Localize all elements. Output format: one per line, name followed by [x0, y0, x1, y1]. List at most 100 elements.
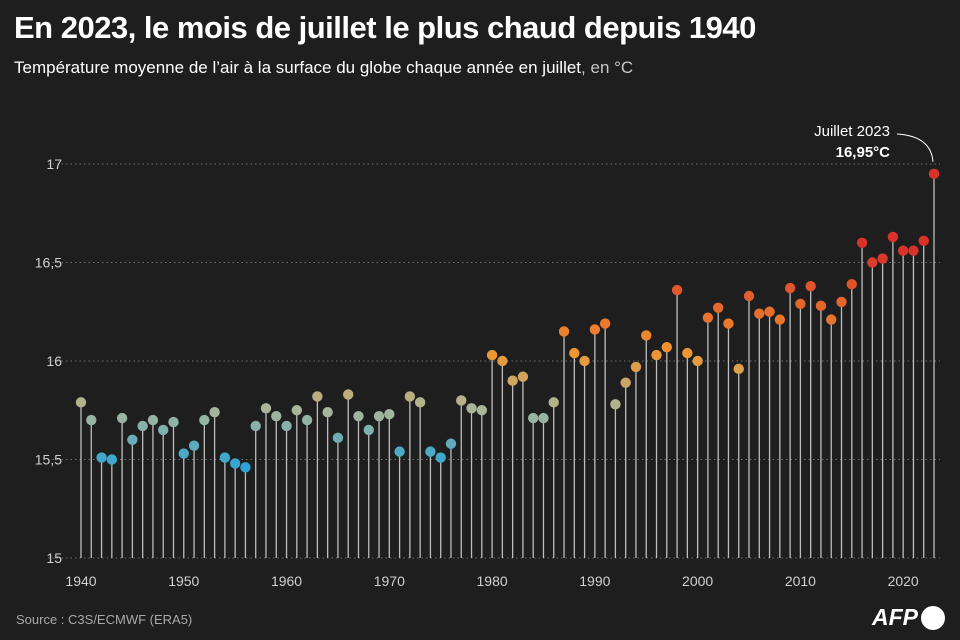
data-point: [75, 397, 87, 408]
annotation-leader-line: [896, 133, 934, 162]
data-point: [579, 355, 590, 367]
data-point: [733, 363, 744, 375]
data-point: [661, 342, 672, 353]
x-tick-label: 2020: [888, 573, 919, 589]
data-point: [867, 257, 878, 268]
data-point: [908, 245, 919, 256]
data-point: [486, 349, 498, 361]
data-point: [322, 407, 333, 418]
x-tick-label: 1980: [477, 573, 508, 589]
data-point: [404, 391, 416, 402]
data-point: [168, 416, 179, 428]
data-point: [271, 410, 282, 422]
data-point: [497, 355, 508, 367]
subtitle-unit: , en °C: [581, 58, 634, 77]
data-point: [682, 347, 693, 359]
data-point: [281, 420, 292, 432]
data-point: [106, 454, 118, 465]
source-note: Source : C3S/ECMWF (ERA5): [16, 612, 193, 627]
data-point: [384, 408, 395, 420]
data-point: [435, 452, 446, 463]
data-point: [610, 399, 621, 410]
data-point: [363, 424, 374, 436]
x-tick-label: 2000: [682, 573, 713, 589]
data-point: [343, 389, 354, 400]
data-point: [589, 324, 601, 335]
x-tick-label: 1970: [374, 573, 405, 589]
data-point: [527, 412, 539, 424]
data-point: [887, 231, 899, 243]
data-point: [928, 168, 940, 180]
data-point: [260, 403, 272, 414]
data-point: [856, 237, 868, 248]
data-point: [96, 452, 107, 463]
data-point: [250, 420, 261, 432]
x-tick-label: 1960: [271, 573, 302, 589]
data-point: [86, 414, 97, 426]
subtitle-text: Température moyenne de l’air à la surfac…: [14, 58, 582, 77]
data-point: [312, 391, 323, 402]
annotation-label: Juillet 2023: [814, 123, 890, 140]
data-point: [209, 407, 220, 418]
data-point: [641, 330, 652, 341]
y-tick-label: 15: [46, 550, 62, 566]
chart-subtitle: Température moyenne de l’air à la surfac…: [14, 58, 633, 78]
data-point: [373, 410, 385, 422]
data-point: [897, 245, 909, 256]
data-point: [291, 405, 303, 416]
data-point: [425, 446, 436, 457]
afp-logo-text: AFP: [872, 604, 918, 630]
data-point: [826, 314, 837, 325]
data-point: [599, 318, 611, 329]
data-point: [188, 440, 200, 451]
y-axis-tick-labels: 15 15,5 16 16,5 17: [35, 156, 62, 566]
data-point: [723, 318, 734, 329]
data-point: [353, 410, 364, 422]
data-point: [147, 414, 159, 426]
x-tick-label: 1940: [65, 573, 96, 589]
x-tick-label: 1990: [579, 573, 610, 589]
data-point: [918, 235, 929, 247]
y-tick-label: 15,5: [35, 452, 62, 468]
data-point: [456, 395, 467, 406]
data-point: [517, 371, 529, 382]
data-point: [476, 405, 488, 416]
data-point: [877, 253, 888, 264]
data-point: [764, 306, 775, 317]
gridlines: [48, 163, 940, 559]
data-point: [569, 347, 580, 359]
data-point: [466, 403, 477, 414]
data-point: [702, 312, 714, 323]
annotation-value: 16,95°C: [836, 144, 891, 161]
data-point: [651, 349, 662, 361]
data-point: [229, 458, 241, 469]
data-point: [692, 355, 703, 367]
data-point: [507, 375, 518, 386]
data-point: [620, 377, 631, 388]
lollipop-stems: [80, 173, 935, 558]
data-point: [137, 420, 148, 432]
y-tick-label: 16: [46, 353, 62, 369]
x-axis-tick-labels: 1940 1950 1960 1970 1980 1990 2000 2010 2020: [65, 573, 919, 589]
data-point: [836, 296, 847, 308]
annotation-2023: Juillet 2023 16,95°C: [814, 123, 934, 162]
data-point: [127, 434, 138, 445]
data-point: [538, 412, 549, 424]
data-point: [301, 414, 313, 426]
data-point: [795, 298, 806, 310]
data-point: [630, 361, 642, 373]
data-point: [754, 308, 765, 319]
data-point: [815, 300, 827, 312]
data-point: [558, 326, 570, 337]
lollipop-dots: [75, 168, 940, 473]
data-point: [671, 284, 683, 296]
data-point: [394, 446, 405, 457]
data-point: [219, 452, 231, 463]
afp-logo-dot: [921, 605, 945, 630]
data-point: [805, 280, 816, 292]
chart-title: En 2023, le mois de juillet le plus chau…: [14, 10, 756, 45]
data-point: [199, 414, 210, 426]
x-tick-label: 1950: [168, 573, 199, 589]
data-point: [240, 462, 251, 473]
